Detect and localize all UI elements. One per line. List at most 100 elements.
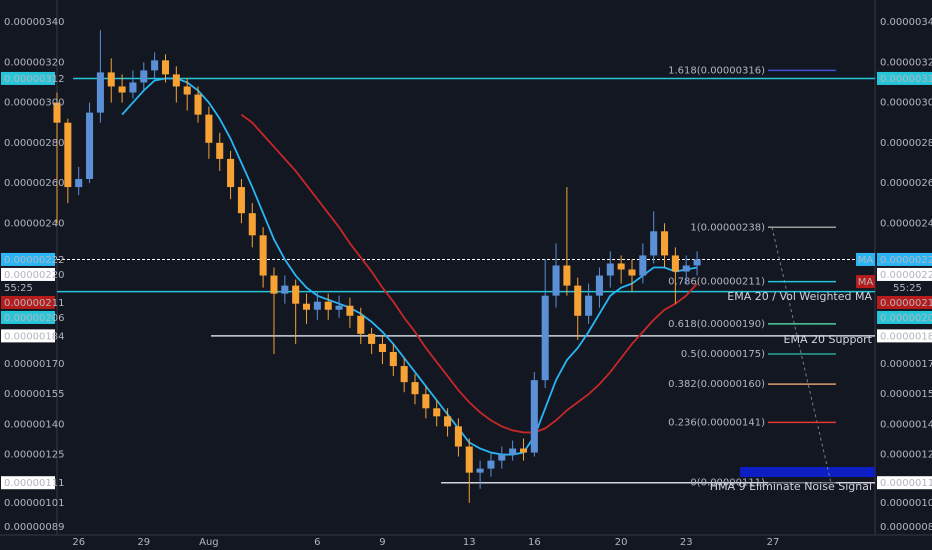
candle-body	[53, 102, 61, 123]
fib-label: 0.5(0.00000175)	[681, 349, 765, 360]
price-badge-label: 0.00000206	[880, 313, 932, 324]
y-tick-label: 0.00000240	[4, 218, 64, 229]
candle-body	[530, 380, 538, 453]
candle-body	[444, 416, 452, 427]
price-badge-label: 0.00000312	[880, 74, 932, 85]
candle-body	[183, 86, 191, 95]
candle-body	[172, 74, 180, 87]
x-tick-label: 23	[680, 537, 693, 548]
fib-label: 0.786(0.00000211)	[668, 277, 765, 288]
candle-body	[574, 285, 582, 316]
price-badge	[877, 310, 932, 324]
y-tick-label: 0.00000320	[4, 57, 64, 68]
candle-body	[650, 231, 658, 256]
price-badge	[877, 329, 932, 343]
candle-body	[498, 454, 506, 461]
candle-body	[227, 158, 235, 188]
candle-body	[682, 265, 690, 272]
price-badge	[877, 71, 932, 85]
candle-body	[595, 275, 603, 296]
price-badge	[877, 476, 932, 490]
price-badge	[1, 267, 55, 281]
marks: 1.618(0.00000316) 1(0.00000238) 0.786(0.00…	[53, 30, 875, 503]
price-badge-label: 0.00000206	[4, 313, 64, 324]
price-badge-label: 0.00000111	[4, 478, 64, 489]
x-tick-label: 13	[463, 537, 476, 548]
candle-body	[248, 213, 256, 236]
candle-body	[671, 255, 679, 272]
candle-body	[639, 255, 647, 276]
y-tick-label: 0.00000140	[880, 419, 932, 430]
candle-body	[237, 187, 245, 214]
fib-label: 0(0.00000111)	[690, 478, 765, 489]
candle-body	[487, 460, 495, 469]
y-tick-label: 0.00000155	[880, 389, 932, 400]
candle-body	[519, 448, 528, 453]
candle-body	[151, 60, 159, 71]
y-tick-label: 0.00000155	[4, 389, 64, 400]
ma-tag-label: MA	[858, 277, 874, 288]
fib-label: 0.236(0.00000141)	[668, 417, 765, 428]
annotation: EMA 20 / Vol Weighted MA	[727, 290, 872, 303]
price-badge	[1, 310, 55, 324]
candle-body	[313, 301, 321, 310]
price-badge-label: 0.00000220	[880, 270, 932, 281]
fib-label: 1(0.00000238)	[690, 222, 765, 233]
x-tick-label: Aug	[199, 537, 219, 548]
x-tick-label: 26	[72, 537, 85, 548]
candle-body	[140, 70, 148, 83]
candle-body	[433, 408, 441, 417]
y-tick-label: 0.00000280	[880, 138, 932, 149]
y-tick-label: 0.00000170	[4, 359, 64, 370]
price-badge-label: 0.00000220	[4, 270, 64, 281]
candle-body	[75, 179, 83, 188]
countdown: 55:25	[893, 283, 922, 294]
candle-body	[411, 382, 419, 395]
candle-body	[292, 285, 300, 304]
candle-body	[302, 303, 311, 310]
candle-body	[606, 263, 614, 276]
candle-body	[96, 72, 104, 113]
axes: 0.00000340 0.00000340 0.00000320 0.00000320…	[1, 17, 932, 548]
y-tick-label: 0.00000300	[880, 98, 932, 109]
candle-body	[118, 86, 126, 93]
y-tick-label: 0.00000170	[880, 359, 932, 370]
ma-tag	[856, 252, 875, 266]
candle-body	[346, 305, 354, 316]
price-badge-label: 0.00000222	[880, 255, 932, 266]
ma-tag-label: MA	[858, 255, 874, 266]
price-badge-label: 0.00000222	[4, 255, 64, 266]
price-badge	[1, 295, 55, 309]
candle-body	[129, 82, 137, 93]
y-tick-label: 0.00000101	[880, 498, 932, 509]
fib-label: 0.618(0.00000190)	[668, 319, 765, 330]
price-badge	[877, 295, 932, 309]
x-tick-label: 6	[314, 537, 320, 548]
y-tick-label: 0.00000125	[4, 450, 64, 461]
candle-body	[107, 72, 115, 87]
y-tick-label: 0.00000340	[880, 17, 932, 28]
candle-body	[422, 394, 430, 409]
candle-body	[563, 265, 571, 286]
candle-body	[509, 448, 517, 455]
candle-body	[628, 269, 636, 276]
y-tick-label: 0.00000260	[4, 178, 64, 189]
ma-tag	[856, 275, 875, 289]
moving-average	[121, 77, 698, 456]
candle-body	[368, 333, 376, 344]
candle-body	[194, 94, 202, 115]
candle-body	[661, 231, 669, 256]
candle-body	[400, 366, 408, 383]
candle-body	[476, 468, 484, 473]
y-tick-label: 0.00000089	[880, 522, 932, 533]
candle-body	[259, 235, 267, 276]
candle-body	[454, 426, 462, 447]
candle-body	[86, 112, 94, 180]
signal-box	[740, 467, 875, 477]
y-tick-label: 0.00000260	[880, 178, 932, 189]
candle-body	[617, 263, 625, 270]
price-badge	[877, 267, 932, 281]
y-tick-label: 0.00000101	[4, 498, 64, 509]
candle-body	[357, 315, 365, 334]
